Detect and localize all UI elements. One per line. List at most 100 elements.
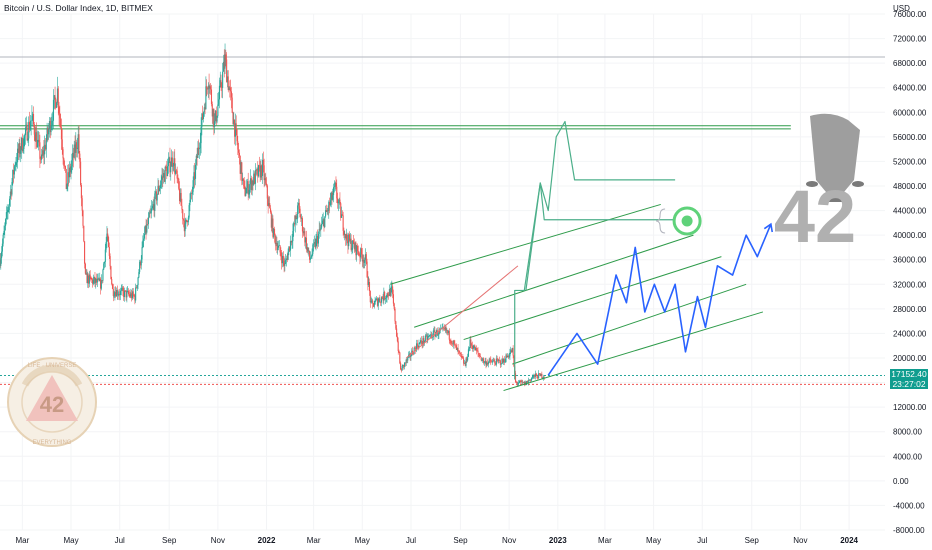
candle-body-90 [71, 160, 73, 167]
candle-body-434 [345, 234, 347, 239]
candle-body-183 [145, 225, 147, 233]
candle-body-633 [504, 362, 506, 363]
candle-body-19 [14, 165, 16, 167]
candle-body-56 [44, 144, 46, 155]
candle-body-143 [113, 295, 115, 297]
candle-body-545 [434, 330, 436, 337]
candle-body-38 [29, 125, 31, 130]
x-tick-label-1: May [63, 536, 78, 545]
candle-body-624 [497, 359, 499, 361]
candle-body-493 [392, 294, 394, 304]
candle-body-646 [514, 373, 517, 382]
candle-body-82 [64, 166, 66, 169]
candle-body-471 [375, 299, 377, 301]
candle-body-577 [459, 352, 462, 354]
candle-body-510 [406, 359, 408, 361]
candle-body-501 [399, 352, 401, 364]
candle-body-100 [79, 153, 81, 162]
candle-body-138 [109, 256, 111, 267]
y-tick-label-10: 36000.00 [893, 256, 927, 265]
candle-body-370 [294, 216, 296, 225]
candle-body-228 [181, 205, 183, 210]
candle-body-46 [36, 132, 38, 148]
candle-body-416 [331, 192, 333, 200]
candle-body-424 [337, 201, 339, 204]
candle-body-587 [467, 349, 469, 357]
candle-body-179 [142, 240, 144, 248]
candle-body-357 [284, 263, 286, 266]
candle-body-244 [194, 172, 196, 179]
candle-body-257 [204, 107, 206, 110]
candle-body-489 [389, 289, 391, 296]
candle-body-403 [321, 223, 323, 228]
candle-body-152 [120, 289, 122, 291]
candle-body-428 [341, 214, 343, 218]
candle-body-3 [1, 243, 3, 252]
candle-body-79 [62, 149, 64, 159]
candle-body-338 [269, 203, 271, 209]
candle-body-621 [495, 363, 497, 365]
candle-body-185 [147, 224, 149, 225]
candle-body-27 [20, 137, 23, 151]
candle-body-379 [301, 218, 303, 232]
candle-body-115 [91, 279, 93, 280]
candle-body-254 [202, 113, 204, 119]
candle-body-610 [486, 362, 488, 366]
candle-body-387 [308, 250, 310, 252]
candle-body-193 [153, 204, 155, 211]
candle-body-84 [66, 184, 68, 190]
candle-body-500 [398, 350, 400, 353]
candle-body-302 [240, 162, 242, 174]
candle-body-123 [97, 278, 99, 280]
candle-body-485 [386, 293, 388, 298]
y-tick-label-18: 4000.00 [893, 452, 922, 461]
candle-body-316 [251, 180, 253, 191]
candle-body-530 [422, 338, 424, 345]
candle-body-112 [88, 274, 90, 284]
candle-body-623 [496, 358, 498, 360]
candle-body-484 [385, 297, 387, 299]
candle-body-399 [317, 233, 319, 244]
candle-body-433 [344, 233, 347, 239]
candle-body-650 [518, 382, 520, 384]
y-tick-label-8: 44000.00 [893, 207, 927, 216]
candle-body-594 [473, 345, 475, 349]
candle-body-321 [255, 170, 257, 171]
candle-body-264 [210, 86, 212, 90]
seal-ring-bottom: EVERYTHING [33, 440, 72, 446]
candle-body-481 [383, 291, 385, 301]
candle-body-314 [250, 178, 252, 185]
candle-body-347 [276, 242, 278, 251]
candle-body-487 [388, 295, 390, 297]
candle-body-10 [7, 209, 9, 212]
candle-body-168 [133, 295, 135, 296]
candle-body-259 [206, 86, 208, 89]
candle-body-363 [289, 246, 291, 251]
candle-body-246 [195, 155, 197, 165]
candle-body-544 [433, 330, 435, 332]
candle-body-313 [249, 184, 251, 190]
candle-body-513 [408, 353, 410, 355]
candle-body-466 [371, 300, 373, 302]
candle-body-480 [382, 298, 384, 301]
candle-body-144 [114, 292, 116, 296]
candle-body-502 [400, 363, 402, 370]
target-marker-dot [681, 215, 693, 227]
candle-body-98 [77, 134, 79, 148]
candle-body-397 [316, 235, 318, 239]
candle-body-604 [481, 359, 483, 361]
candle-body-300 [238, 152, 240, 156]
candle-body-59 [46, 128, 48, 141]
candle-body-593 [472, 348, 474, 349]
candle-body-31 [24, 135, 26, 137]
candle-body-248 [197, 147, 199, 158]
candle-body-282 [224, 54, 226, 69]
candle-body-663 [528, 380, 530, 381]
candle-body-296 [235, 123, 237, 130]
candle-body-568 [452, 340, 454, 345]
candle-body-236 [187, 217, 189, 223]
candle-body-457 [364, 259, 366, 263]
candle-body-558 [444, 327, 446, 330]
candle-body-658 [524, 381, 526, 385]
